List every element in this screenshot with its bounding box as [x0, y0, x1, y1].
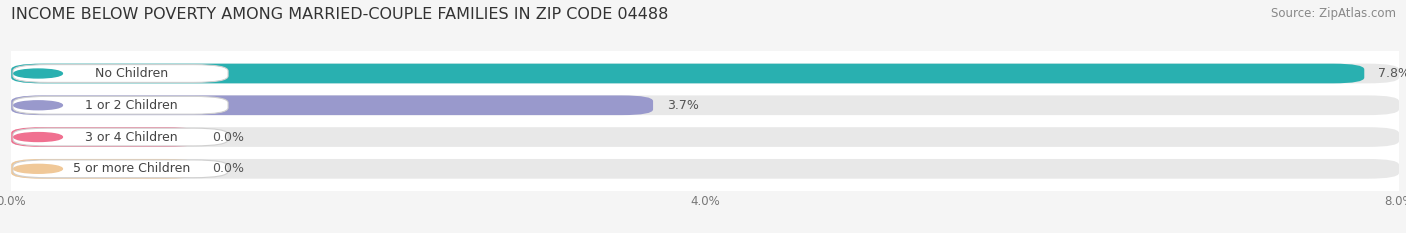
FancyBboxPatch shape — [11, 159, 1399, 179]
FancyBboxPatch shape — [13, 65, 228, 82]
FancyBboxPatch shape — [11, 96, 652, 115]
FancyBboxPatch shape — [13, 96, 228, 114]
Text: 1 or 2 Children: 1 or 2 Children — [84, 99, 177, 112]
FancyBboxPatch shape — [11, 159, 198, 179]
Text: 0.0%: 0.0% — [212, 130, 245, 144]
FancyBboxPatch shape — [11, 64, 1399, 83]
Text: 7.8%: 7.8% — [1378, 67, 1406, 80]
Text: Source: ZipAtlas.com: Source: ZipAtlas.com — [1271, 7, 1396, 20]
Text: INCOME BELOW POVERTY AMONG MARRIED-COUPLE FAMILIES IN ZIP CODE 04488: INCOME BELOW POVERTY AMONG MARRIED-COUPL… — [11, 7, 669, 22]
FancyBboxPatch shape — [13, 160, 228, 178]
FancyBboxPatch shape — [11, 64, 1364, 83]
Circle shape — [14, 101, 62, 110]
Circle shape — [14, 69, 62, 78]
FancyBboxPatch shape — [11, 127, 1399, 147]
FancyBboxPatch shape — [11, 127, 198, 147]
Text: 0.0%: 0.0% — [212, 162, 245, 175]
Circle shape — [14, 133, 62, 141]
Text: 5 or more Children: 5 or more Children — [73, 162, 190, 175]
FancyBboxPatch shape — [13, 128, 228, 146]
Text: 3.7%: 3.7% — [666, 99, 699, 112]
Text: No Children: No Children — [94, 67, 167, 80]
Text: 3 or 4 Children: 3 or 4 Children — [84, 130, 177, 144]
Circle shape — [14, 164, 62, 173]
FancyBboxPatch shape — [11, 96, 1399, 115]
